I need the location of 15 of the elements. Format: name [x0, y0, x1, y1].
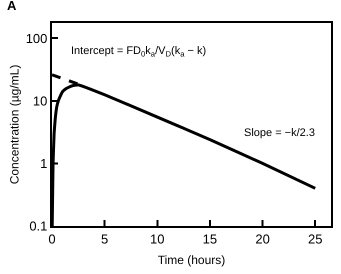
y-tick-label: 100: [26, 30, 48, 46]
y-axis-title: Concentration (µg/mL): [7, 64, 22, 184]
x-tick-label: 5: [101, 232, 108, 247]
text: Intercept = FD$_{0}$k$_{a}$/V$_{D}$(k$_{a}$ − k): [71, 45, 206, 58]
x-axis-title: Time (hours): [158, 253, 226, 267]
y-tick-label: 1: [40, 156, 48, 171]
x-tick-label: 0: [48, 232, 56, 247]
x-tick-label: 20: [255, 232, 270, 247]
x-tick-label: 15: [202, 232, 218, 247]
y-tick-label: 0.1: [29, 218, 48, 234]
y-tick-label: 10: [32, 93, 48, 108]
x-tick-label: 10: [150, 232, 165, 247]
annotation: Slope = −k/2.3: [244, 127, 315, 139]
x-tick-label: 25: [308, 232, 322, 247]
chart-title: A: [7, 0, 17, 13]
